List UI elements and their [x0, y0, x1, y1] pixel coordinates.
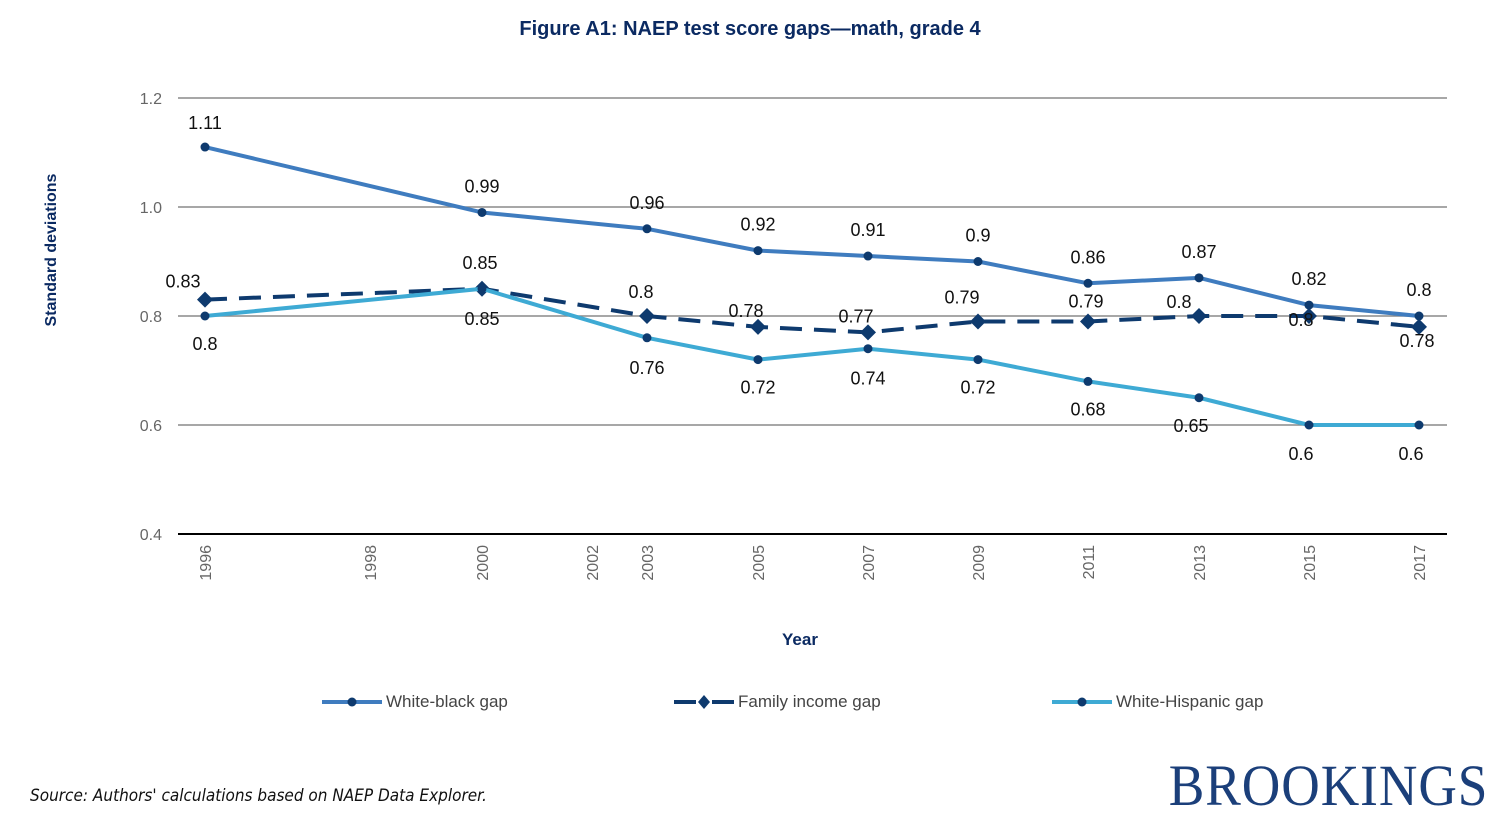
data-label: 0.65: [1173, 416, 1208, 436]
chart-title: Figure A1: NAEP test score gaps—math, gr…: [519, 18, 981, 40]
data-label: 0.79: [944, 287, 979, 307]
data-label: 0.99: [464, 176, 499, 196]
x-tick-label: 1996: [198, 545, 215, 581]
data-point: [200, 142, 210, 152]
data-label: 0.83: [165, 272, 200, 292]
data-point: [863, 344, 873, 354]
data-point-diamond: [1191, 308, 1207, 324]
data-point: [1083, 278, 1093, 288]
y-tick-label: 1.0: [140, 200, 162, 217]
data-point-diamond: [1411, 318, 1427, 335]
data-point-diamond: [639, 308, 655, 324]
data-point: [477, 284, 487, 294]
x-tick-label: 2015: [1302, 545, 1319, 581]
x-tick-label: 2003: [640, 545, 657, 581]
y-tick-label: 0.4: [140, 527, 162, 544]
y-axis-ticks: 0.4 0.6 0.8 1.0 1.2: [140, 91, 162, 544]
data-point: [1414, 420, 1424, 430]
data-label: 0.77: [838, 306, 873, 326]
y-tick-label: 0.8: [140, 309, 162, 326]
line-chart: 0.4 0.6 0.8 1.0 1.2 1996 1998 2000 2002 2003 2005…: [140, 91, 1447, 581]
data-label: 0.85: [462, 253, 497, 273]
data-labels: 1.11 0.99 0.96 0.92 0.91 0.9 0.86 0.87 0.82 0.8 0.…: [165, 113, 1434, 464]
legend-line-diamond-icon: [674, 695, 734, 709]
legend-line-circle-icon: [1052, 697, 1112, 707]
x-tick-label: 2007: [861, 545, 878, 581]
data-point: [1304, 300, 1314, 310]
data-label: 0.78: [728, 301, 763, 321]
y-tick-label: 0.6: [140, 418, 162, 435]
data-label: 0.96: [629, 193, 664, 213]
legend-line-circle-icon: [322, 697, 382, 707]
data-point: [1194, 393, 1204, 403]
data-point: [200, 311, 210, 321]
legend-item-white-black[interactable]: White-black gap: [322, 688, 508, 716]
data-point: [863, 251, 873, 261]
data-label: 0.6: [1398, 444, 1423, 464]
x-tick-label: 2005: [751, 545, 768, 581]
legend-label: White-Hispanic gap: [1116, 692, 1264, 711]
data-point-diamond: [970, 313, 986, 330]
x-tick-label: 2017: [1412, 545, 1429, 581]
data-label: 0.68: [1070, 399, 1105, 419]
data-point: [642, 333, 652, 343]
source-note: Source: Authors' calculations based on N…: [30, 786, 487, 806]
brookings-logo: BROOKINGS: [1168, 753, 1488, 818]
data-label: 0.92: [740, 215, 775, 235]
data-label: 0.74: [850, 369, 885, 389]
x-tick-label: 2011: [1081, 545, 1098, 580]
data-point-diamond: [197, 291, 213, 308]
data-label: 0.9: [965, 226, 990, 246]
data-label: 0.72: [740, 378, 775, 398]
data-point: [642, 224, 652, 234]
data-label: 0.8: [192, 334, 217, 354]
data-point-diamond: [860, 324, 876, 341]
data-point: [477, 207, 487, 217]
x-tick-label: 2009: [971, 545, 988, 581]
series-line-white-hispanic-gap: [204, 286, 1419, 427]
data-label: 0.6: [1288, 444, 1313, 464]
data-point-diamond: [1301, 308, 1317, 324]
data-point: [753, 246, 763, 256]
data-point: [973, 257, 983, 266]
data-label: 0.8: [628, 282, 653, 302]
data-label: 0.8: [1166, 292, 1191, 312]
data-point: [1304, 420, 1314, 430]
data-point: [973, 355, 983, 365]
data-label: 1.11: [188, 113, 222, 133]
series-line-white-black-gap: [204, 145, 1420, 318]
data-label: 0.86: [1070, 247, 1105, 267]
data-label: 0.78: [1399, 331, 1434, 351]
data-label: 0.8: [1406, 280, 1431, 300]
x-axis-label: Year: [782, 630, 818, 649]
data-point: [1083, 376, 1093, 386]
data-label: 0.72: [960, 378, 995, 398]
data-label: 0.8: [1288, 310, 1313, 330]
data-label: 0.76: [629, 358, 664, 378]
data-point-diamond: [750, 318, 766, 335]
data-label: 0.91: [850, 220, 885, 240]
x-tick-label: 2000: [475, 545, 492, 581]
data-label: 0.87: [1181, 242, 1216, 262]
series-group: [197, 142, 1427, 430]
x-tick-label: 2013: [1192, 545, 1209, 581]
legend-item-family-income[interactable]: Family income gap: [674, 688, 881, 716]
legend-label: White-black gap: [386, 692, 508, 711]
data-label: 0.85: [464, 309, 499, 329]
legend-item-white-hispanic[interactable]: White-Hispanic gap: [1052, 688, 1263, 716]
data-label: 0.79: [1068, 291, 1103, 311]
x-tick-label: 1998: [363, 545, 380, 581]
data-label: 0.82: [1291, 269, 1326, 289]
data-point-diamond: [1080, 313, 1096, 330]
data-point: [1414, 311, 1424, 321]
series-line-family-income-gap: [204, 286, 1420, 335]
x-axis-ticks: 1996 1998 2000 2002 2003 2005 2007 2009 2011 2013…: [198, 545, 1429, 581]
x-tick-label: 2002: [585, 545, 602, 581]
legend-label: Family income gap: [738, 692, 881, 711]
y-tick-label: 1.2: [140, 91, 162, 108]
data-point: [753, 355, 763, 365]
data-point: [1194, 273, 1204, 283]
